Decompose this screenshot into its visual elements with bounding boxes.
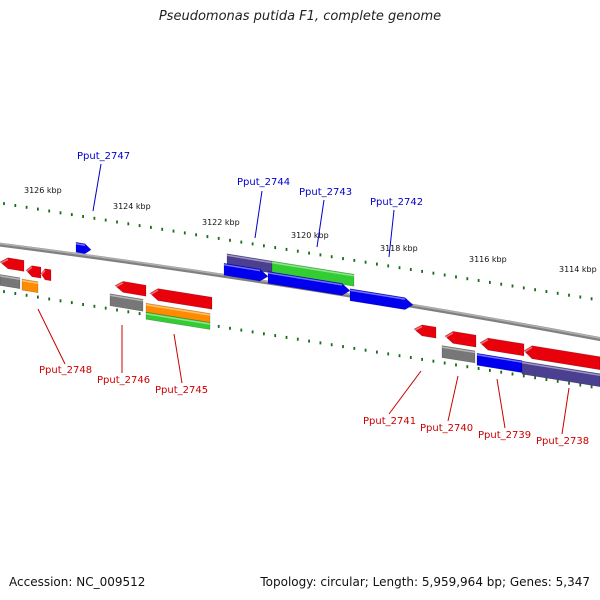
leader-line: [447, 375, 459, 422]
gene-label-minus[interactable]: Pput_2745: [155, 385, 208, 396]
gene-feature-green[interactable]: [145, 311, 211, 330]
scale-label: 3122 kbp: [202, 218, 240, 227]
topology-label: Topology: circular; Length: 5,959,964 bp…: [260, 575, 590, 589]
gene-feature-highlight: [25, 266, 33, 273]
gene-label-minus[interactable]: Pput_2738: [536, 436, 589, 447]
leader-line: [316, 199, 325, 248]
leader-line: [92, 163, 102, 212]
gene-feature-highlight: [21, 279, 39, 284]
leader-line: [496, 378, 506, 429]
gene-labels: Pput_2747 Pput_2744 Pput_2743 Pput_2742 Pput…: [39, 151, 589, 447]
gene-label-minus[interactable]: Pput_2741: [363, 416, 416, 427]
gene-feature-highlight: [521, 361, 600, 376]
leader-line: [254, 190, 263, 239]
leader-line: [388, 370, 422, 415]
gene-label-plus[interactable]: Pput_2742: [370, 197, 423, 208]
gene-feature-highlight: [223, 264, 261, 272]
gene-feature-highlight: [109, 294, 144, 302]
scale-labels: 3126 kbp 3124 kbp 3122 kbp 3120 kbp 3118 kbp…: [24, 186, 597, 274]
gene-feature-blue[interactable]: [223, 262, 269, 282]
gene-label-minus[interactable]: Pput_2740: [420, 423, 473, 434]
gene-feature-highlight: [0, 275, 21, 280]
gene-feature-highlight: [523, 346, 533, 354]
gene-feature-highlight: [444, 332, 454, 339]
gene-feature-highlight: [145, 312, 211, 325]
gene-label-plus[interactable]: Pput_2747: [77, 151, 130, 162]
gene-feature-highlight: [226, 254, 273, 264]
gene-feature-highlight: [145, 303, 211, 316]
leader-line: [37, 308, 66, 365]
gene-feature-highlight: [349, 289, 406, 300]
genome-backbone: [0, 242, 600, 342]
gene-label-minus[interactable]: Pput_2746: [97, 375, 150, 386]
leader-line: [561, 387, 570, 435]
gene-feature-orange[interactable]: [21, 278, 39, 294]
gene-feature-highlight: [40, 269, 46, 276]
gene-feature-blue[interactable]: [349, 288, 414, 310]
gene-label-minus[interactable]: Pput_2748: [39, 365, 92, 376]
gene-feature-highlight: [441, 346, 476, 354]
scale-label: 3126 kbp: [24, 186, 62, 195]
gene-feature-red[interactable]: [0, 257, 25, 272]
gene-feature-gray[interactable]: [0, 274, 21, 290]
gene-feature-gray[interactable]: [109, 293, 144, 312]
leader-line: [173, 333, 183, 384]
gene-feature-red[interactable]: [25, 265, 42, 279]
gene-feature-highlight: [413, 325, 423, 332]
gene-feature-highlight: [267, 272, 343, 286]
accession-label: Accession: NC_009512: [9, 575, 146, 589]
gene-feature-highlight: [149, 289, 159, 296]
gene-feature-red[interactable]: [114, 281, 147, 297]
gene-feature-highlight: [476, 354, 523, 363]
scale-ticks-bottom: [3, 290, 593, 389]
gene-feature-red[interactable]: [149, 288, 213, 310]
scale-label: 3124 kbp: [113, 202, 151, 211]
scale-ticks-top: [3, 202, 593, 301]
gene-feature-red[interactable]: [479, 337, 525, 357]
leader-line: [388, 209, 395, 258]
backbone-line: [0, 242, 600, 342]
gene-feature-highlight: [0, 258, 9, 265]
gene-feature-red[interactable]: [523, 345, 600, 371]
gene-feature-gray[interactable]: [441, 345, 476, 364]
gene-feature-highlight: [479, 338, 489, 345]
gene-feature-navy[interactable]: [521, 360, 600, 388]
gene-feature-highlight: [114, 282, 124, 288]
gene-feature-highlight: [75, 243, 86, 247]
gene-label-plus[interactable]: Pput_2744: [237, 177, 290, 188]
gene-feature-green[interactable]: [271, 260, 355, 287]
gene-feature-red[interactable]: [444, 331, 477, 348]
scale-label: 3116 kbp: [469, 255, 507, 264]
gene-features: [0, 241, 600, 388]
label-leader-lines: [37, 163, 570, 435]
page-title: Pseudomonas putida F1, complete genome: [158, 9, 442, 24]
gene-label-plus[interactable]: Pput_2743: [299, 187, 352, 198]
scale-label: 3114 kbp: [559, 265, 597, 274]
gene-feature-red[interactable]: [40, 268, 52, 282]
gene-feature-red[interactable]: [413, 324, 437, 339]
scale-label: 3120 kbp: [291, 231, 329, 240]
gene-label-minus[interactable]: Pput_2739: [478, 430, 531, 441]
scale-label: 3118 kbp: [380, 244, 418, 253]
gene-feature-blue[interactable]: [267, 271, 351, 296]
gene-feature-highlight: [271, 261, 355, 277]
gene-feature-blue[interactable]: [75, 241, 92, 255]
